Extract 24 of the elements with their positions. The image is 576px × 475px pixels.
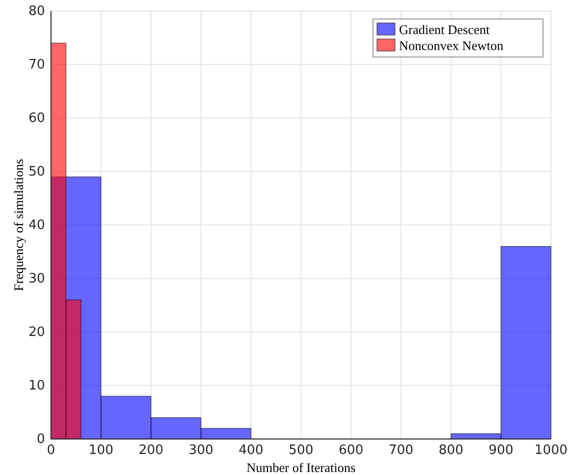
x-tick-label: 1000 <box>534 443 568 458</box>
x-tick-label: 0 <box>46 443 56 458</box>
y-tick-label: 70 <box>28 58 45 73</box>
x-tick-label: 900 <box>488 443 514 458</box>
y-tick-label: 10 <box>28 378 45 394</box>
y-tick-label: 50 <box>28 164 45 180</box>
x-tick-label: 300 <box>188 443 214 458</box>
y-tick-label: 80 <box>28 4 45 20</box>
x-tick-label: 600 <box>338 443 364 458</box>
x-tick-label: 500 <box>288 443 314 458</box>
x-tick-label: 800 <box>438 443 464 458</box>
legend-label: Gradient Descent <box>399 22 490 37</box>
x-tick-label: 400 <box>238 443 264 458</box>
y-axis-title: Frequency of simulations <box>11 158 26 292</box>
y-tick-label: 60 <box>28 111 45 126</box>
y-tick-label: 0 <box>36 432 45 448</box>
x-tick-label: 200 <box>138 443 164 458</box>
legend-label: Nonconvex Newton <box>399 38 504 53</box>
x-axis-title: Number of Iterations <box>246 460 356 475</box>
x-tick-label: 100 <box>88 443 114 458</box>
y-tick-label: 20 <box>28 325 45 340</box>
y-tick-label: 30 <box>28 272 45 287</box>
y-tick-label: 40 <box>28 218 45 234</box>
x-tick-label: 700 <box>388 443 414 458</box>
